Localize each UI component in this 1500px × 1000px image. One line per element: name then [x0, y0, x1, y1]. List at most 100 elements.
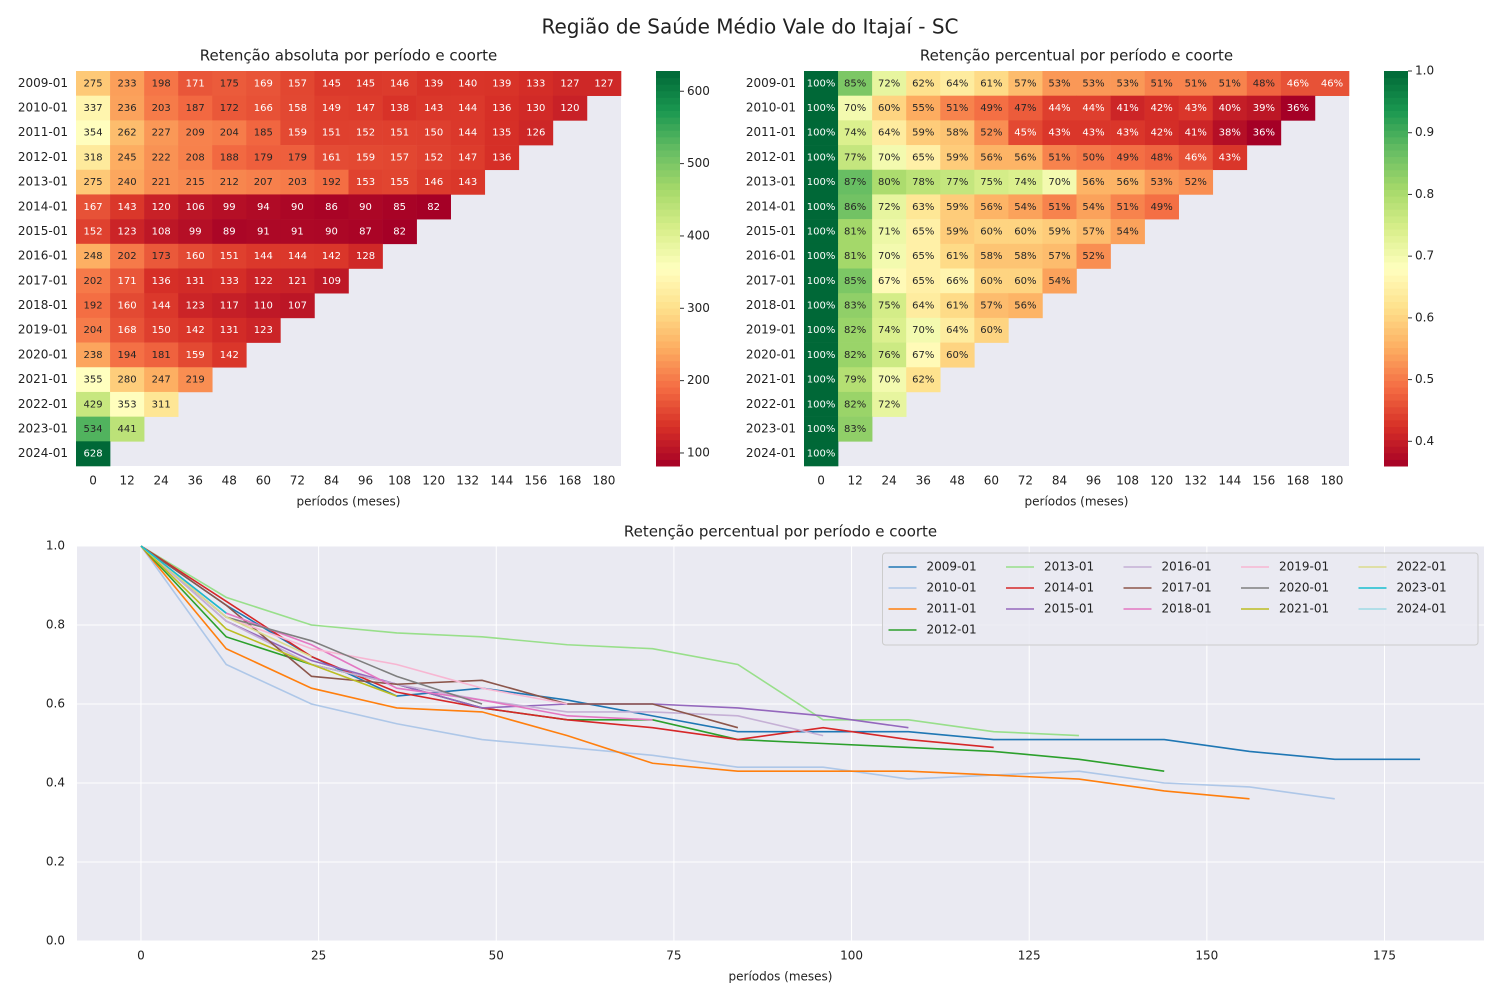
cell-label: 100%	[807, 325, 836, 336]
cell-label: 130	[526, 103, 545, 114]
colorbar-segment	[656, 248, 680, 256]
cell-label: 51%	[946, 103, 968, 114]
colorbar-segment	[656, 255, 680, 263]
heatmap-cell	[246, 145, 281, 171]
cell-label: 66%	[946, 276, 968, 287]
y-tick-label: 2009-01	[18, 76, 68, 90]
heatmap-cell	[906, 145, 941, 171]
heatmap-cell	[246, 268, 281, 294]
cell-label: 43%	[1185, 103, 1207, 114]
heatmap-cell	[804, 95, 839, 121]
cell-label: 76%	[878, 350, 900, 361]
heatmap-cell	[212, 169, 247, 195]
cell-label: 100%	[807, 449, 836, 460]
heatmap-cell	[76, 367, 111, 393]
colorbar-segment	[656, 380, 680, 388]
x-tick-label: 180	[1321, 474, 1344, 488]
heatmap-cell	[450, 95, 486, 121]
heatmap-cell	[246, 219, 281, 245]
cell-label: 36%	[1287, 103, 1309, 114]
heatmap-cell	[76, 342, 111, 368]
colorbar-segment	[656, 90, 680, 98]
legend-label: 2022-01	[1397, 560, 1447, 574]
heatmap-cell	[838, 120, 873, 146]
cell-label: 145	[356, 78, 375, 89]
cell-label: 355	[83, 375, 102, 386]
cell-label: 222	[152, 152, 171, 163]
colorbar-segment	[1384, 334, 1408, 342]
colorbar-segment	[1384, 360, 1408, 368]
y-tick-label: 2024-01	[18, 446, 68, 460]
y-tick-label: 0.6	[46, 697, 65, 711]
colorbar-segment	[1384, 294, 1408, 302]
heatmap-cell	[974, 95, 1009, 121]
cell-label: 146	[424, 177, 443, 188]
y-tick-label: 2017-01	[18, 273, 68, 287]
colorbar-segment	[1384, 308, 1408, 316]
cell-label: 100%	[807, 301, 836, 312]
x-tick-label: 60	[256, 474, 271, 488]
cell-label: 123	[254, 325, 273, 336]
x-tick-label: 75	[666, 949, 681, 963]
cell-label: 136	[492, 103, 511, 114]
cell-label: 143	[118, 202, 137, 213]
cell-label: 46%	[1185, 152, 1207, 163]
heatmap-cell	[246, 169, 281, 195]
cell-label: 353	[118, 399, 137, 410]
cell-label: 51%	[1048, 152, 1070, 163]
colorbar-segment	[1384, 367, 1408, 375]
heatmap-cell	[178, 169, 213, 195]
heatmap-cell	[804, 367, 839, 393]
x-axis-label: períodos (meses)	[297, 495, 401, 509]
colorbar-segment	[656, 314, 680, 322]
colorbar-segment	[656, 229, 680, 237]
legend-label: 2011-01	[927, 602, 977, 616]
heatmap-cell	[1144, 71, 1179, 96]
heatmap-cell	[76, 416, 111, 442]
heatmap-cell	[76, 243, 111, 269]
heatmap-cell	[416, 95, 451, 121]
heatmap-cell	[348, 71, 383, 96]
cell-label: 318	[83, 152, 102, 163]
cell-label: 150	[424, 128, 443, 139]
y-tick-label: 2019-01	[18, 323, 68, 337]
heatmap-cell	[804, 416, 839, 442]
colorbar-segment	[656, 308, 680, 316]
y-tick-label: 2011-01	[746, 125, 796, 139]
colorbar-segment	[656, 439, 680, 447]
cell-label: 53%	[1151, 177, 1173, 188]
heatmap-cell	[212, 145, 247, 171]
heatmap-cell	[1280, 95, 1316, 121]
y-tick-label: 2020-01	[746, 347, 796, 361]
colorbar-tick-label: 100	[687, 445, 710, 459]
cell-label: 161	[322, 152, 341, 163]
colorbar-segment	[656, 189, 680, 197]
cell-label: 85	[393, 202, 406, 213]
x-tick-label: 0	[817, 474, 825, 488]
cell-label: 57%	[1014, 78, 1036, 89]
x-tick-label: 84	[1052, 474, 1067, 488]
heatmap-cell	[76, 391, 111, 417]
colorbar-segment	[656, 97, 680, 105]
colorbar-segment	[1384, 163, 1408, 171]
y-tick-label: 2019-01	[746, 323, 796, 337]
cell-label: 49%	[980, 103, 1002, 114]
heatmap-cell	[940, 120, 975, 146]
colorbar-segment	[656, 130, 680, 138]
cell-label: 82%	[844, 325, 866, 336]
colorbar-segment	[1384, 275, 1408, 283]
cell-label: 38%	[1219, 128, 1241, 139]
heatmap-cell	[280, 268, 315, 294]
legend-label: 2017-01	[1162, 581, 1212, 595]
colorbar-segment	[656, 334, 680, 342]
cell-label: 55%	[912, 103, 934, 114]
cell-label: 127	[560, 78, 579, 89]
cell-label: 65%	[912, 251, 934, 262]
heatmap-cell	[178, 145, 213, 171]
cell-label: 152	[424, 152, 443, 163]
heatmap-cell	[178, 95, 213, 121]
cell-label: 144	[152, 301, 171, 312]
heatmap-cell	[1076, 120, 1111, 146]
cell-label: 51%	[1151, 78, 1173, 89]
